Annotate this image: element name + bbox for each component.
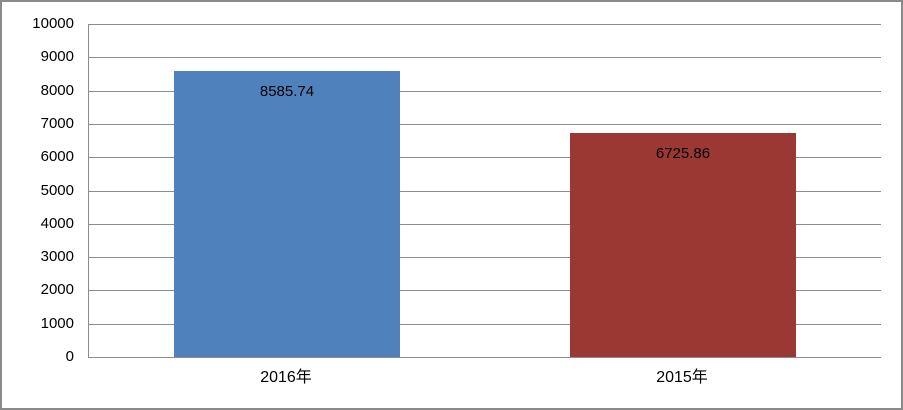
gridline-6000	[89, 157, 881, 159]
y-tick-label-0: 0	[65, 348, 74, 365]
gridline-3000	[89, 257, 881, 259]
y-tick-label-4000: 4000	[40, 214, 74, 232]
y-tick-label-10000: 10000	[32, 15, 74, 32]
bar-2016年	[174, 71, 400, 357]
y-tick-label-9000: 9000	[40, 48, 74, 66]
y-tick-label-2000: 2000	[40, 281, 74, 299]
y-tick-label-1000: 1000	[40, 314, 74, 332]
gridline-1000	[89, 323, 881, 325]
y-tick-label-5000: 5000	[40, 181, 74, 199]
y-tick-label-6000: 6000	[40, 148, 74, 166]
y-tick-label-7000: 7000	[40, 114, 74, 132]
gridline-9000	[89, 57, 881, 59]
gridline-10000	[89, 24, 881, 25]
plot-area: 8585.74 6725.86	[88, 24, 881, 358]
gridline-8000	[89, 90, 881, 92]
gridline-2000	[89, 290, 881, 292]
gridline-5000	[89, 190, 881, 192]
bar-data-label-2016年: 8585.74	[259, 83, 315, 101]
x-tick-label-2016年: 2016年	[260, 369, 312, 386]
bar-2015年	[570, 133, 796, 357]
gridline-4000	[89, 223, 881, 225]
x-tick-label-2015年: 2015年	[656, 369, 708, 386]
y-tick-label-3000: 3000	[40, 248, 74, 266]
gridline-7000	[89, 123, 881, 125]
bar-data-label-2015年: 6725.86	[655, 145, 711, 163]
y-tick-label-8000: 8000	[40, 81, 74, 99]
